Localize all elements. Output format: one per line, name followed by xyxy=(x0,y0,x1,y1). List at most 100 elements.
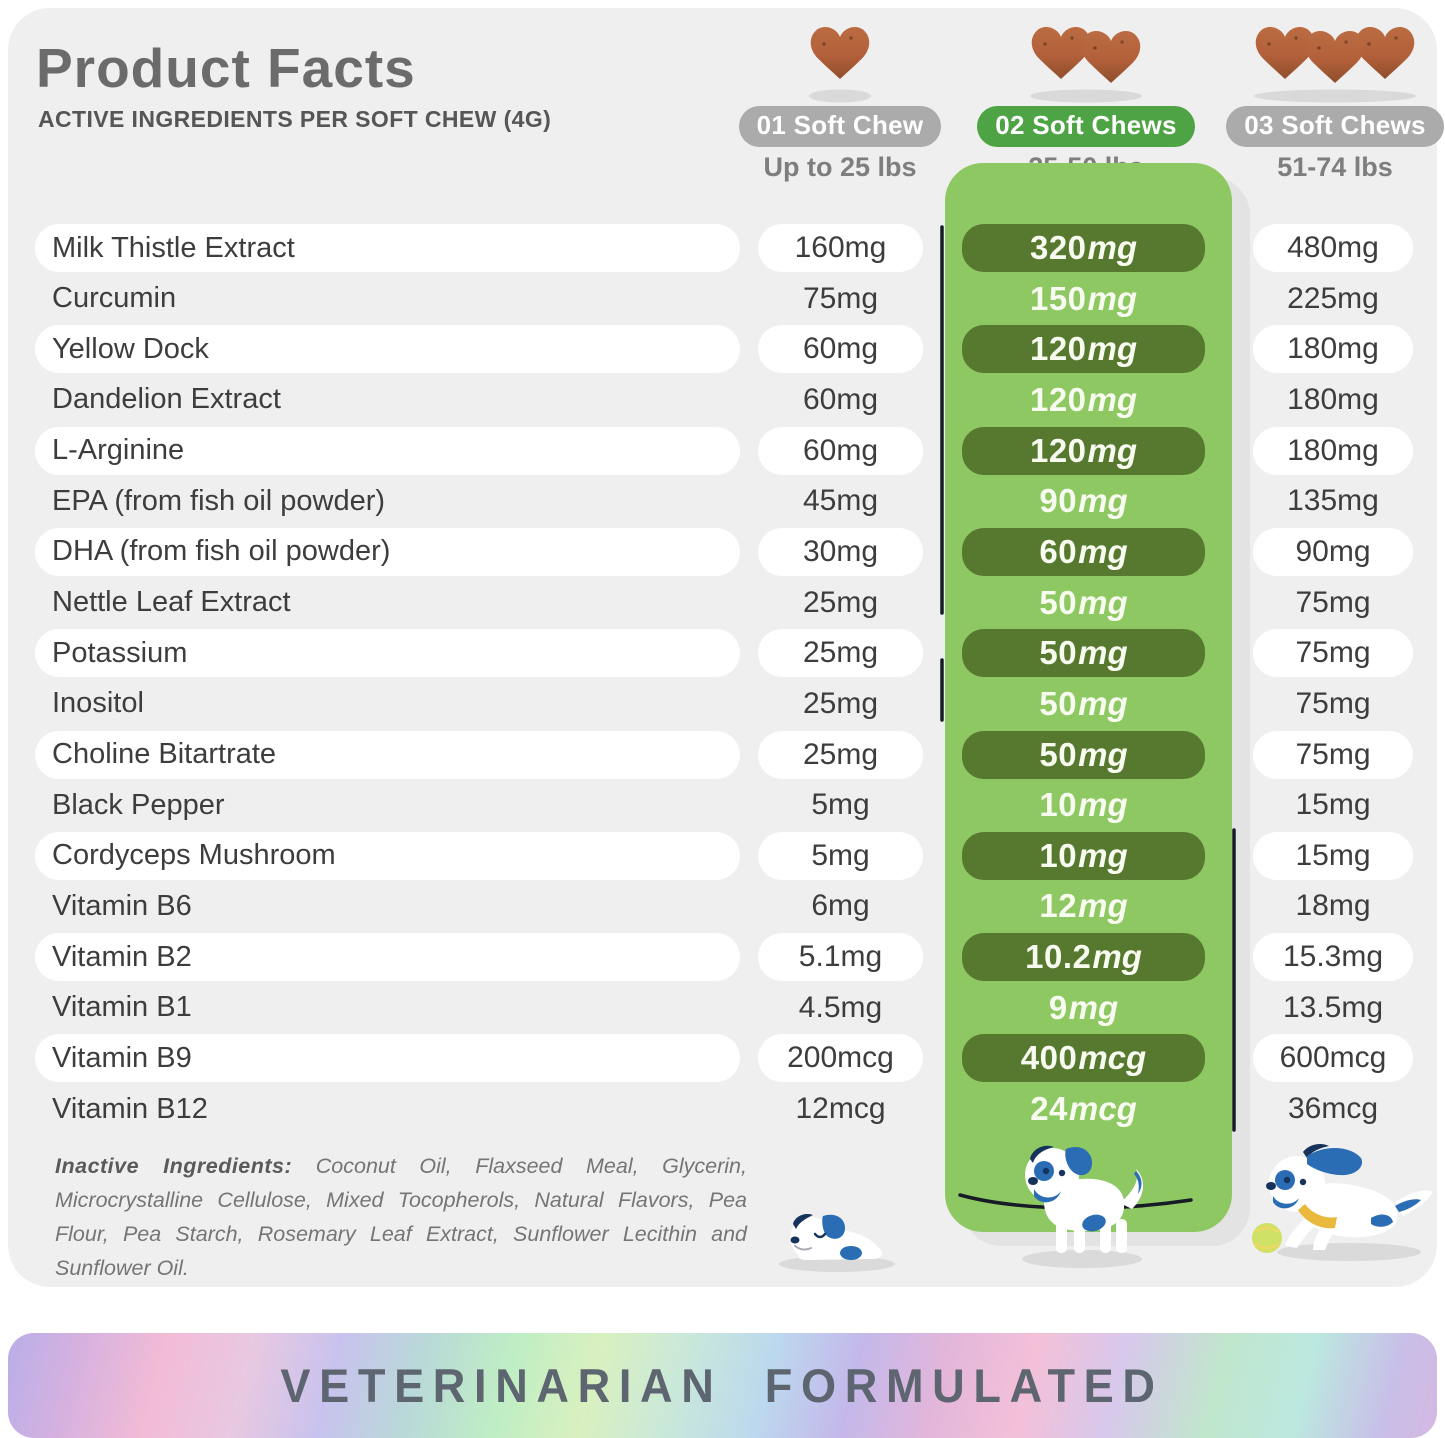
inactive-ingredients: Inactive Ingredients: Coconut Oil, Flaxs… xyxy=(55,1154,747,1280)
amount-1-chew: 60mg xyxy=(802,382,879,416)
amount-3-chews: 15mg xyxy=(1295,788,1371,822)
ingredient-row: EPA (from fish oil powder) 45mg 90 mg 135mg xyxy=(35,477,1413,525)
ingredient-name: Potassium xyxy=(35,629,740,678)
ingredient-name: Curcumin xyxy=(52,282,177,315)
dose-column-header-1: 01 Soft Chew Up to 25 lbs xyxy=(722,18,958,183)
ingredient-row: Curcumin 75mg 150 mg 225mg xyxy=(35,275,1413,323)
amount-1-chew: 25mg xyxy=(802,686,879,720)
amount-3-chews: 600mcg xyxy=(1253,1034,1413,1083)
ingredient-name: Black Pepper xyxy=(52,788,225,821)
ingredient-row: L-Arginine 60mg 120 mg 180mg xyxy=(35,426,1413,475)
dose-column-header-2: 02 Soft Chews 25-50 lbs xyxy=(968,18,1204,183)
ingredient-name: Vitamin B6 xyxy=(52,889,192,922)
amount-1-chew: 25mg xyxy=(802,585,879,619)
ingredient-row: Choline Bitartrate 25mg 50 mg 75mg xyxy=(35,730,1413,779)
ingredient-name: Vitamin B12 xyxy=(52,1092,208,1125)
ingredient-row: Potassium 25mg 50 mg 75mg xyxy=(35,629,1413,678)
weight-range-label: Up to 25 lbs xyxy=(763,152,917,182)
amount-1-chew: 5mg xyxy=(811,788,870,822)
amount-3-chews: 15.3mg xyxy=(1253,933,1413,982)
amount-3-chews: 75mg xyxy=(1253,730,1413,779)
ingredient-name: EPA (from fish oil powder) xyxy=(52,484,386,517)
ingredient-name: L-Arginine xyxy=(35,426,740,475)
amount-2-chews: 50 mg xyxy=(962,629,1205,678)
ingredient-name: Inositol xyxy=(52,687,144,720)
ingredient-row: Black Pepper 5mg 10 mg 15mg xyxy=(35,781,1413,829)
dose-badge: 03 Soft Chews xyxy=(1226,106,1444,147)
dose-badge: 01 Soft Chew xyxy=(738,106,942,147)
page-subtitle: ACTIVE INGREDIENTS PER SOFT CHEW (4G) xyxy=(38,106,552,132)
amount-1-chew: 75mg xyxy=(802,281,879,315)
amount-1-chew: 5mg xyxy=(758,831,923,880)
running-dog-illustration xyxy=(1252,1144,1433,1261)
amount-3-chews: 480mg xyxy=(1253,224,1413,272)
amount-2-chews: 12 mg xyxy=(1039,887,1128,925)
amount-2-chews: 90 mg xyxy=(1039,482,1128,520)
ingredient-row: Vitamin B6 6mg 12 mg 18mg xyxy=(35,882,1413,930)
amount-3-chews: 180mg xyxy=(1253,426,1413,475)
small-puppy-illustration xyxy=(779,1214,895,1272)
ingredient-name: Nettle Leaf Extract xyxy=(52,586,291,619)
amount-1-chew: 160mg xyxy=(758,224,923,272)
amount-3-chews: 18mg xyxy=(1295,889,1371,923)
amount-3-chews: 180mg xyxy=(1253,325,1413,374)
amount-3-chews: 75mg xyxy=(1295,686,1371,720)
amount-3-chews: 15mg xyxy=(1253,831,1413,880)
amount-1-chew: 4.5mg xyxy=(798,990,883,1024)
amount-2-chews: 50 mg xyxy=(1039,684,1128,722)
ingredient-row: DHA (from fish oil powder) 30mg 60 mg 90mg xyxy=(35,527,1413,576)
banner-text: VETERINARIAN FORMULATED xyxy=(280,1359,1165,1412)
ingredient-row: Vitamin B9 200mcg 400 mcg 600mcg xyxy=(35,1034,1413,1083)
ingredient-name: Vitamin B1 xyxy=(52,991,192,1024)
ingredient-name: Choline Bitartrate xyxy=(35,730,740,779)
amount-1-chew: 6mg xyxy=(811,889,870,923)
ingredient-row: Dandelion Extract 60mg 120 mg 180mg xyxy=(35,376,1413,424)
amount-1-chew: 25mg xyxy=(758,629,923,678)
medium-dog-illustration xyxy=(1022,1145,1144,1268)
ingredient-row: Nettle Leaf Extract 25mg 50 mg 75mg xyxy=(35,579,1413,627)
amount-2-chews: 400 mcg xyxy=(962,1034,1205,1083)
amount-2-chews: 150 mg xyxy=(1029,279,1138,317)
amount-3-chews: 225mg xyxy=(1287,281,1379,315)
amount-3-chews: 135mg xyxy=(1287,484,1379,518)
ingredient-row: Vitamin B1 4.5mg 9 mg 13.5mg xyxy=(35,984,1413,1032)
ingredient-name: Dandelion Extract xyxy=(52,383,281,416)
holographic-banner: VETERINARIAN FORMULATED xyxy=(8,1333,1437,1438)
ingredient-name: Yellow Dock xyxy=(35,325,740,374)
amount-1-chew: 12mcg xyxy=(795,1092,886,1126)
ingredient-row: Inositol 25mg 50 mg 75mg xyxy=(35,680,1413,728)
ingredient-name: Vitamin B9 xyxy=(35,1034,740,1083)
amount-1-chew: 45mg xyxy=(802,484,879,518)
page-title: Product Facts xyxy=(36,37,416,99)
ingredient-name: Milk Thistle Extract xyxy=(35,224,740,272)
amount-2-chews: 120 mg xyxy=(962,325,1205,374)
ingredient-row: Milk Thistle Extract 160mg 320 mg 480mg xyxy=(35,224,1413,272)
amount-2-chews: 9 mg xyxy=(1048,988,1119,1026)
amount-1-chew: 60mg xyxy=(758,426,923,475)
amount-2-chews: 120 mg xyxy=(1029,380,1138,418)
amount-2-chews: 10.2 mg xyxy=(962,933,1205,982)
ingredient-name: DHA (from fish oil powder) xyxy=(35,527,740,576)
amount-3-chews: 75mg xyxy=(1253,629,1413,678)
ingredient-row: Vitamin B2 5.1mg 10.2 mg 15.3mg xyxy=(35,933,1413,982)
amount-3-chews: 13.5mg xyxy=(1282,990,1384,1024)
amount-2-chews: 120 mg xyxy=(962,426,1205,475)
amount-3-chews: 75mg xyxy=(1295,585,1371,619)
soft-chew-icon xyxy=(722,18,958,104)
amount-2-chews: 24 mcg xyxy=(1030,1090,1137,1128)
inactive-ingredients-label: Inactive Ingredients: xyxy=(55,1154,293,1178)
ingredient-row: Vitamin B12 12mcg 24 mcg 36mcg xyxy=(35,1085,1413,1133)
dose-badge-highlighted: 02 Soft Chews xyxy=(977,106,1195,147)
ingredient-name: Cordyceps Mushroom xyxy=(35,831,740,880)
amount-1-chew: 60mg xyxy=(758,325,923,374)
amount-3-chews: 90mg xyxy=(1253,527,1413,576)
dose-column-header-3: 03 Soft Chews 51-74 lbs xyxy=(1217,18,1445,183)
amount-2-chews: 320 mg xyxy=(962,224,1205,272)
ingredient-name: Vitamin B2 xyxy=(35,933,740,982)
amount-2-chews: 50 mg xyxy=(1039,583,1128,621)
amount-2-chews: 60 mg xyxy=(962,527,1205,576)
amount-3-chews: 180mg xyxy=(1287,382,1379,416)
soft-chew-icon xyxy=(1217,18,1445,104)
amount-2-chews: 50 mg xyxy=(962,730,1205,779)
